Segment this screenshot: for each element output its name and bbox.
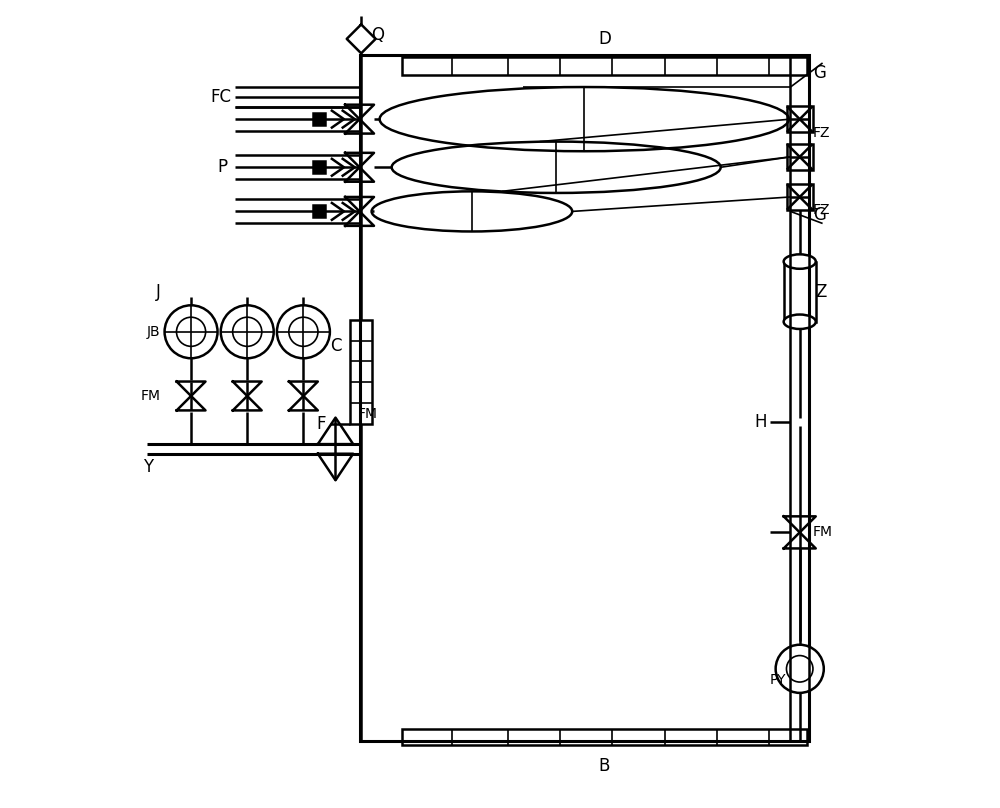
- Bar: [402, 729, 807, 745]
- Text: H: H: [754, 413, 766, 431]
- Text: PY: PY: [770, 673, 786, 687]
- Bar: [787, 107, 813, 132]
- Circle shape: [221, 305, 274, 358]
- Bar: [313, 113, 325, 125]
- Text: G: G: [813, 206, 826, 225]
- Bar: [784, 262, 816, 322]
- Bar: [787, 144, 813, 170]
- Text: B: B: [599, 757, 610, 775]
- Text: C: C: [330, 337, 342, 355]
- Bar: [402, 57, 807, 75]
- Text: D: D: [598, 30, 611, 48]
- Circle shape: [165, 305, 218, 358]
- Text: P: P: [217, 158, 227, 176]
- Bar: [313, 162, 325, 173]
- Text: FM: FM: [357, 407, 377, 422]
- Text: FM: FM: [813, 525, 833, 540]
- Text: Q: Q: [371, 26, 384, 44]
- Text: FZ: FZ: [813, 204, 830, 217]
- Text: JB: JB: [147, 325, 161, 339]
- Bar: [360, 55, 809, 741]
- Text: J: J: [156, 284, 161, 301]
- Text: FC: FC: [210, 87, 231, 106]
- Text: FM: FM: [141, 389, 161, 403]
- Circle shape: [776, 645, 824, 693]
- Text: Y: Y: [143, 458, 153, 476]
- Text: Z: Z: [815, 283, 827, 301]
- Text: G: G: [813, 64, 826, 82]
- Ellipse shape: [784, 255, 816, 269]
- Bar: [350, 320, 372, 424]
- Bar: [313, 205, 325, 217]
- Ellipse shape: [784, 314, 816, 329]
- Bar: [787, 184, 813, 210]
- Text: FZ: FZ: [813, 125, 830, 140]
- Text: F: F: [316, 415, 326, 433]
- Circle shape: [277, 305, 330, 358]
